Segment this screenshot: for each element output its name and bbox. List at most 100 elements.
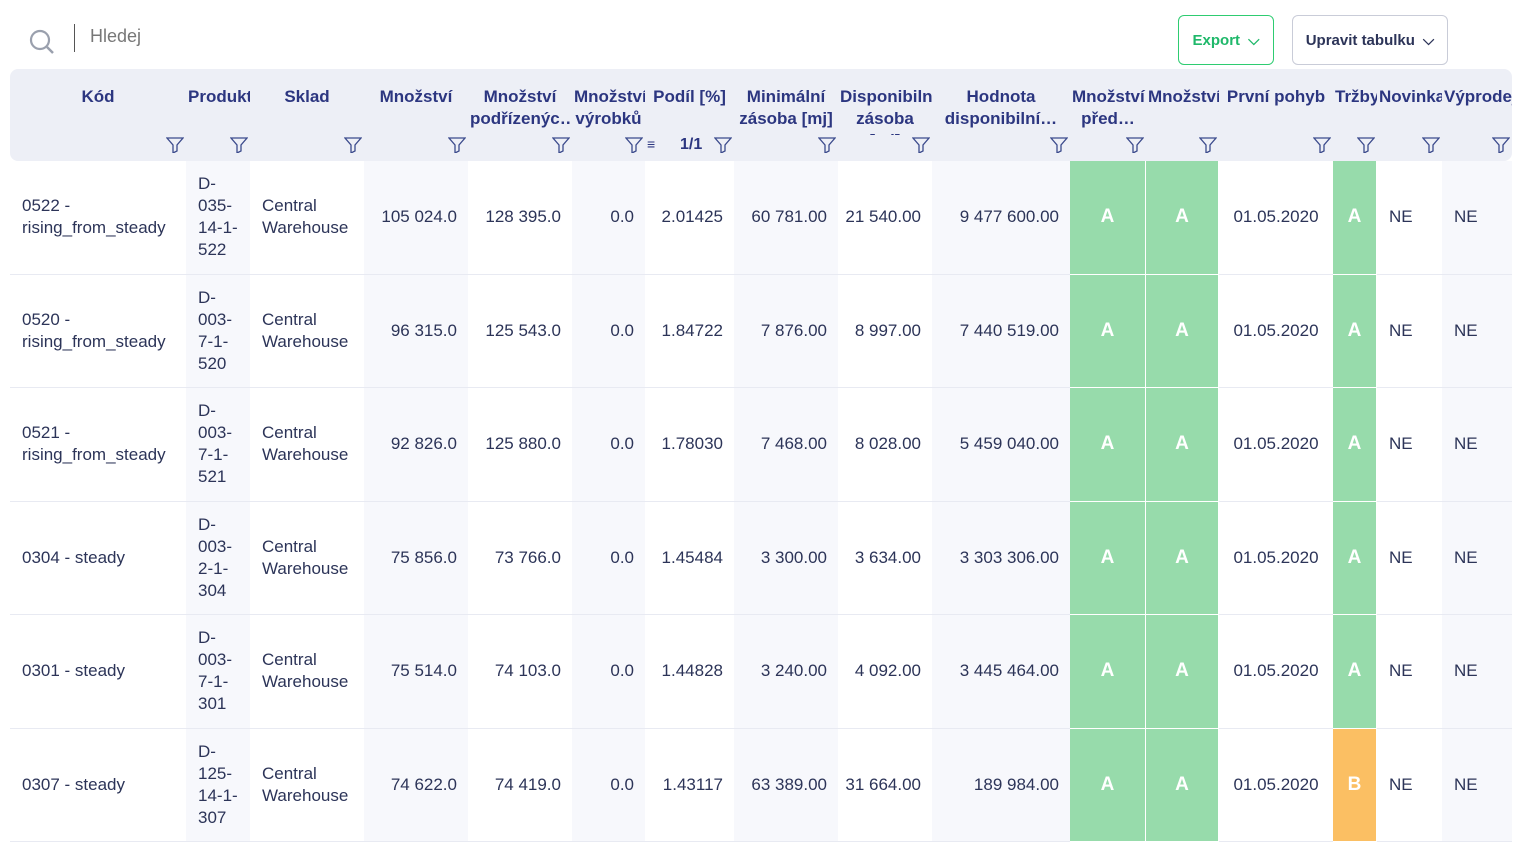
table-cell: 5 459 040.00: [932, 388, 1070, 502]
table-cell: 60 781.00: [734, 161, 838, 275]
filter-icon[interactable]: [1312, 137, 1332, 155]
table-cell: 1.78030: [645, 388, 734, 502]
column-header[interactable]: Množství před…: [1072, 87, 1145, 128]
table-cell: 125 880.0: [468, 388, 572, 502]
table-cell: 1.84722: [645, 275, 734, 388]
table-cell: D-125-14-1-307: [186, 728, 250, 842]
table-cell: 0.0: [572, 388, 645, 502]
table-cell: D-003-7-1-520: [186, 274, 250, 388]
table-cell: A: [1070, 274, 1146, 388]
sort-indicator: 1/1: [680, 136, 703, 153]
table-cell: NE: [1442, 728, 1512, 842]
table-cell: 1.44828: [645, 615, 734, 729]
search-input[interactable]: Hledej: [90, 26, 142, 46]
filter-icon[interactable]: [817, 137, 837, 155]
table-cell: NE: [1377, 275, 1442, 388]
table-cell: 0304 - steady: [10, 502, 186, 615]
filter-icon[interactable]: [911, 137, 931, 155]
table-cell: A: [1070, 161, 1146, 275]
filter-icon[interactable]: [229, 137, 249, 155]
table-cell: 7 440 519.00: [932, 274, 1070, 388]
filter-icon[interactable]: [624, 137, 644, 155]
table-cell: A: [1146, 615, 1219, 729]
table-cell: A: [1333, 388, 1377, 502]
export-button[interactable]: Export ⌵: [1178, 15, 1274, 65]
table-cell: 63 389.00: [734, 728, 838, 842]
column-header[interactable]: Tržby: [1335, 87, 1377, 106]
table-cell: Central Warehouse: [250, 275, 364, 388]
table-cell: D-003-7-1-521: [186, 388, 250, 502]
table-cell: 0.0: [572, 615, 645, 729]
table-cell: 01.05.2020: [1219, 161, 1333, 275]
table-cell: D-003-2-1-304: [186, 501, 250, 615]
column-header[interactable]: První pohyb: [1226, 87, 1326, 106]
table-cell: NE: [1377, 388, 1442, 502]
column-header[interactable]: Minimální zásoba [mj]: [739, 87, 833, 128]
table-cell: 74 103.0: [468, 615, 572, 729]
column-header[interactable]: Množství: [379, 87, 453, 106]
table-cell: A: [1070, 388, 1146, 502]
table-cell: 8 997.00: [838, 275, 932, 388]
table-cell: Central Warehouse: [250, 161, 364, 275]
table-cell: 75 856.0: [364, 501, 468, 615]
chevron: ⌵: [1422, 31, 1435, 49]
filter-icon[interactable]: [1491, 137, 1511, 155]
column-header[interactable]: Výprodej: [1444, 87, 1512, 106]
column-header[interactable]: Produkt: [188, 87, 250, 106]
table-cell: 0520 - rising_from_steady: [10, 275, 186, 388]
filter-icon[interactable]: [1049, 137, 1069, 155]
table-cell: 01.05.2020: [1219, 729, 1333, 842]
filter-icon[interactable]: [1356, 137, 1376, 155]
table-cell: 105 024.0: [364, 161, 468, 275]
table-cell: 3 300.00: [734, 501, 838, 615]
column-header[interactable]: Množství podřízenýc…: [470, 87, 572, 128]
column-header[interactable]: Podíl [%]: [653, 87, 726, 106]
column-header[interactable]: Sklad: [284, 87, 330, 106]
table-cell: A: [1333, 615, 1377, 729]
table-cell: 73 766.0: [468, 502, 572, 615]
table-cell: A: [1146, 501, 1219, 615]
column-header[interactable]: Hodnota disponibilní…: [944, 87, 1058, 128]
table-cell: Central Warehouse: [250, 729, 364, 842]
table-cell: 74 622.0: [364, 728, 468, 842]
filter-icon[interactable]: [343, 137, 363, 155]
table-cell: 0.0: [572, 728, 645, 842]
table-cell: D-003-7-1-301: [186, 615, 250, 729]
table-cell: NE: [1442, 615, 1512, 729]
search-divider: [74, 24, 75, 52]
table-cell: Central Warehouse: [250, 615, 364, 729]
column-header[interactable]: Novinka: [1379, 87, 1442, 106]
edit-table-button[interactable]: Upravit tabulku ⌵: [1292, 15, 1448, 65]
table-cell: A: [1333, 274, 1377, 388]
table-cell: 01.05.2020: [1219, 275, 1333, 388]
filter-icon[interactable]: [551, 137, 571, 155]
column-header[interactable]: Množství výrobků: [574, 87, 645, 128]
filter-icon[interactable]: [1198, 137, 1218, 155]
table-cell: NE: [1377, 729, 1442, 842]
table-cell: A: [1146, 274, 1219, 388]
table-cell: 0301 - steady: [10, 615, 186, 729]
table-cell: 1.45484: [645, 502, 734, 615]
filter-icon[interactable]: [1125, 137, 1145, 155]
table-cell: 189 984.00: [932, 728, 1070, 842]
table-cell: 1.43117: [645, 729, 734, 842]
table-cell: 4 092.00: [838, 615, 932, 729]
table-cell: NE: [1377, 161, 1442, 275]
table-cell: NE: [1377, 615, 1442, 729]
column-header[interactable]: Kód: [81, 87, 115, 106]
table-cell: A: [1146, 388, 1219, 502]
filter-icon[interactable]: [713, 137, 733, 155]
table-cell: 0307 - steady: [10, 729, 186, 842]
column-header[interactable]: Disponibilní zásoba [mj]: [840, 87, 932, 135]
table-cell: 0.0: [572, 274, 645, 388]
table-cell: A: [1070, 615, 1146, 729]
filter-icon[interactable]: [165, 137, 185, 155]
filter-icon[interactable]: [447, 137, 467, 155]
export-label: Export: [1192, 31, 1241, 49]
column-header[interactable]: Množství: [1148, 87, 1219, 106]
filter-icon[interactable]: [1421, 137, 1441, 155]
table-cell: D-035-14-1-522: [186, 161, 250, 275]
sort-icon[interactable]: ≡: [647, 136, 656, 152]
table-header: [10, 69, 1512, 161]
